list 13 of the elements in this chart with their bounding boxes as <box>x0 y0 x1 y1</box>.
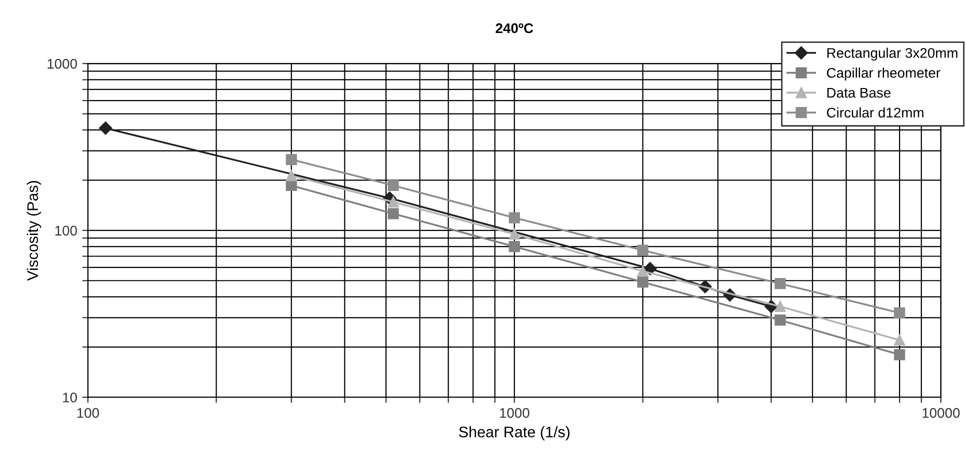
y-tick-label: 10 <box>63 392 77 402</box>
legend-label: Capillar rheometer <box>826 68 940 81</box>
y-axis-title: Viscosity (Pas) <box>26 180 42 281</box>
x-tick-label: 10000 <box>922 408 960 418</box>
x-tick-label: 100 <box>77 408 99 418</box>
legend-label: Circular d12mm <box>826 107 924 118</box>
y-tick-label: 1000 <box>48 58 77 69</box>
legend-label: Rectangular 3x20mm <box>827 48 958 61</box>
legend-label: Data Base <box>827 88 890 98</box>
x-tick-label: 1000 <box>500 408 530 418</box>
x-axis-title: Shear Rate (1/s) <box>459 426 570 440</box>
y-tick-label: 100 <box>55 226 77 236</box>
chart-title: 240ºC <box>496 23 534 34</box>
